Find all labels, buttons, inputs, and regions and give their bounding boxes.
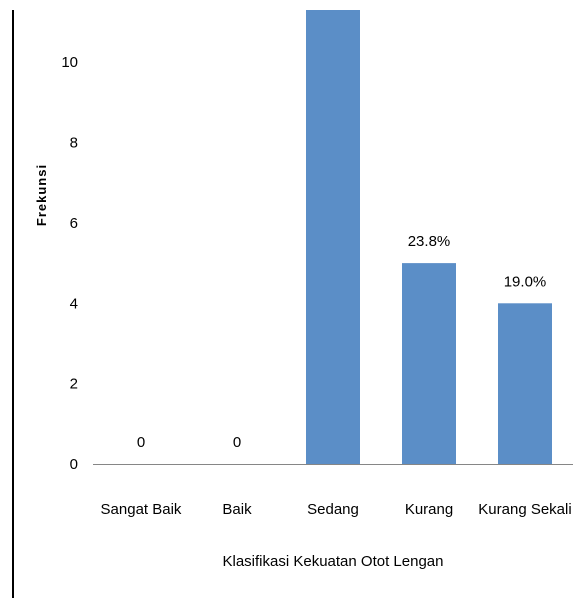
x-axis-title: Klasifikasi Kekuatan Otot Lengan [223,553,444,570]
bar-kurang [402,263,456,464]
y-tick-label-0: 0 [70,456,78,473]
category-labels: Sangat Baik Baik Sedang Kurang Kurang Sekali [101,501,572,518]
category-label-kurang-sekali: Kurang Sekali [478,501,571,518]
category-label-baik: Baik [222,501,252,518]
y-tick-label-10: 10 [61,54,78,71]
data-label-sangat-baik: 0 [137,434,145,451]
y-axis-title: Frekunsi [34,164,49,226]
y-axis-ticks: 0 2 4 6 8 10 [61,54,78,473]
category-label-sedang: Sedang [307,501,359,518]
bar-kurang-sekali [498,303,552,464]
y-tick-label-2: 2 [70,376,78,393]
data-labels: 0 0 23.8% 19.0% [137,233,546,451]
data-label-kurang-sekali: 19.0% [504,273,547,290]
category-label-sangat-baik: Sangat Baik [101,501,182,518]
y-tick-label-6: 6 [70,215,78,232]
bar-sedang [306,10,360,464]
category-label-kurang: Kurang [405,501,453,518]
y-tick-label-4: 4 [70,295,78,312]
data-label-baik: 0 [233,434,241,451]
data-label-kurang: 23.8% [408,233,451,250]
bars [306,10,552,464]
y-tick-label-8: 8 [70,135,78,152]
